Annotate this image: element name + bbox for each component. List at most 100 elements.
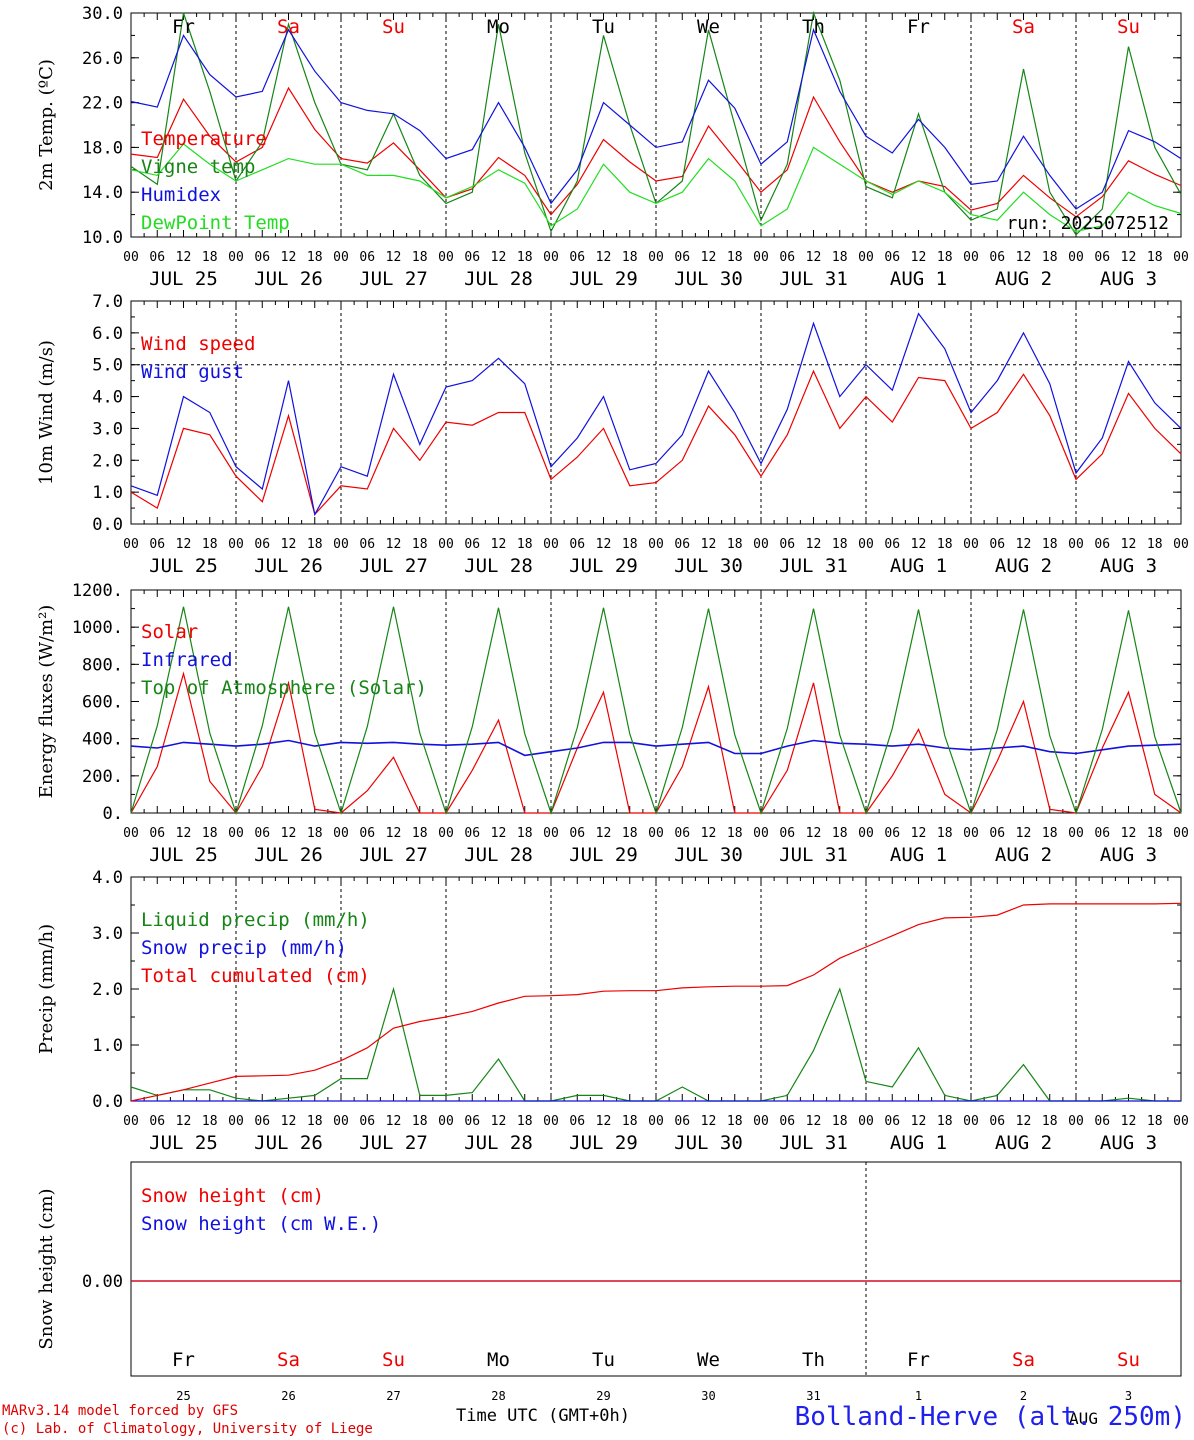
series-line-humidex bbox=[130, 27, 1182, 210]
hour-label: 18 bbox=[1147, 1114, 1163, 1129]
date-label: JUL 28 bbox=[464, 844, 533, 866]
hour-label: 12 bbox=[1016, 1114, 1032, 1129]
legend-entry: Snow precip (mm/h) bbox=[141, 937, 347, 959]
y-tick-label: 1000. bbox=[72, 618, 123, 638]
date-label: JUL 28 bbox=[464, 555, 533, 577]
hour-label: 06 bbox=[1094, 537, 1110, 552]
series-line-dewpoint-temp bbox=[130, 143, 1182, 233]
hour-label: 12 bbox=[1121, 1114, 1137, 1129]
hour-label: 18 bbox=[517, 1114, 533, 1129]
date-label: JUL 29 bbox=[569, 268, 638, 290]
hour-label: 00 bbox=[438, 826, 454, 841]
hour-label: 00 bbox=[123, 250, 139, 265]
hour-label: 00 bbox=[753, 826, 769, 841]
date-label: JUL 29 bbox=[569, 844, 638, 866]
hour-label: 18 bbox=[307, 1114, 323, 1129]
series-line-temperature bbox=[130, 86, 1182, 218]
hour-label: 00 bbox=[333, 250, 349, 265]
day-number-label: 28 bbox=[491, 1389, 505, 1403]
y-axis-title: Snow height (cm) bbox=[36, 1188, 57, 1349]
y-tick-label: 4.0 bbox=[92, 868, 123, 888]
hour-label: 00 bbox=[753, 250, 769, 265]
hour-label: 06 bbox=[674, 250, 690, 265]
hour-label: 00 bbox=[543, 1114, 559, 1129]
hour-label: 06 bbox=[779, 826, 795, 841]
hour-label: 06 bbox=[149, 1114, 165, 1129]
hour-label: 12 bbox=[386, 537, 402, 552]
hour-label: 00 bbox=[963, 1114, 979, 1129]
hour-label: 18 bbox=[412, 826, 428, 841]
weekday-label: Mo bbox=[487, 1349, 510, 1371]
legend-entry: Vigne temp bbox=[141, 156, 255, 178]
hour-label: 06 bbox=[674, 537, 690, 552]
hour-label: 12 bbox=[281, 1114, 297, 1129]
hour-label: 18 bbox=[622, 1114, 638, 1129]
hour-label: 06 bbox=[254, 537, 270, 552]
hour-label: 06 bbox=[884, 826, 900, 841]
hour-label: 00 bbox=[123, 826, 139, 841]
hour-label: 00 bbox=[1173, 826, 1189, 841]
hour-label: 06 bbox=[359, 1114, 375, 1129]
series-line-wind-gust bbox=[130, 312, 1182, 517]
hour-label: 12 bbox=[491, 826, 507, 841]
hour-label: 18 bbox=[727, 826, 743, 841]
weekday-label: Fr bbox=[907, 16, 930, 38]
date-label: JUL 27 bbox=[359, 1132, 428, 1154]
day-number-label: 29 bbox=[596, 1389, 610, 1403]
weekday-label: Sa bbox=[1012, 16, 1035, 38]
hour-label: 06 bbox=[359, 250, 375, 265]
hour-label: 12 bbox=[1121, 537, 1137, 552]
hour-label: 18 bbox=[307, 537, 323, 552]
y-tick-label: 1.0 bbox=[92, 1036, 123, 1056]
series-line-wind-speed bbox=[130, 369, 1182, 516]
hour-label: 18 bbox=[1147, 250, 1163, 265]
date-label: JUL 28 bbox=[464, 1132, 533, 1154]
weekday-label: We bbox=[697, 16, 720, 38]
hour-label: 18 bbox=[937, 250, 953, 265]
y-tick-label: 2.0 bbox=[92, 980, 123, 1000]
panel-frame bbox=[130, 1161, 1182, 1377]
hour-label: 00 bbox=[1068, 1114, 1084, 1129]
legend-entry: DewPoint Temp bbox=[141, 212, 290, 234]
hour-label: 12 bbox=[281, 826, 297, 841]
hour-label: 18 bbox=[1042, 537, 1058, 552]
date-label: AUG 2 bbox=[995, 268, 1052, 290]
hour-label: 18 bbox=[517, 537, 533, 552]
y-tick-label: 14.0 bbox=[82, 183, 123, 203]
credit-lab: (c) Lab. of Climatology, University of L… bbox=[2, 1421, 373, 1437]
hour-label: 00 bbox=[963, 537, 979, 552]
hour-label: 00 bbox=[648, 250, 664, 265]
y-tick-label: 600. bbox=[82, 693, 123, 713]
hour-label: 18 bbox=[202, 826, 218, 841]
date-label: JUL 30 bbox=[674, 555, 743, 577]
hour-label: 12 bbox=[596, 826, 612, 841]
date-label: AUG 1 bbox=[890, 555, 947, 577]
weekday-label: Su bbox=[382, 1349, 405, 1371]
hour-label: 00 bbox=[858, 1114, 874, 1129]
hour-label: 18 bbox=[832, 1114, 848, 1129]
date-label: JUL 26 bbox=[254, 268, 323, 290]
hour-label: 06 bbox=[359, 826, 375, 841]
hour-label: 00 bbox=[1173, 1114, 1189, 1129]
date-label: JUL 26 bbox=[254, 555, 323, 577]
y-tick-label: 26.0 bbox=[82, 49, 123, 69]
legend-entry: Wind speed bbox=[141, 333, 255, 355]
hour-label: 06 bbox=[254, 250, 270, 265]
hour-label: 18 bbox=[937, 537, 953, 552]
weekday-label: We bbox=[697, 1349, 720, 1371]
hour-label: 00 bbox=[543, 537, 559, 552]
hour-label: 00 bbox=[543, 250, 559, 265]
weekday-label: Mo bbox=[487, 16, 510, 38]
hour-label: 18 bbox=[622, 826, 638, 841]
hour-label: 00 bbox=[123, 537, 139, 552]
hour-label: 18 bbox=[202, 537, 218, 552]
y-tick-label: 800. bbox=[82, 655, 123, 675]
y-tick-label: 22.0 bbox=[82, 94, 123, 114]
hour-label: 12 bbox=[491, 537, 507, 552]
weekday-label: Sa bbox=[277, 1349, 300, 1371]
hour-label: 06 bbox=[1094, 1114, 1110, 1129]
date-label: JUL 30 bbox=[674, 844, 743, 866]
day-number-label: 26 bbox=[281, 1389, 295, 1403]
date-label: JUL 25 bbox=[149, 844, 218, 866]
